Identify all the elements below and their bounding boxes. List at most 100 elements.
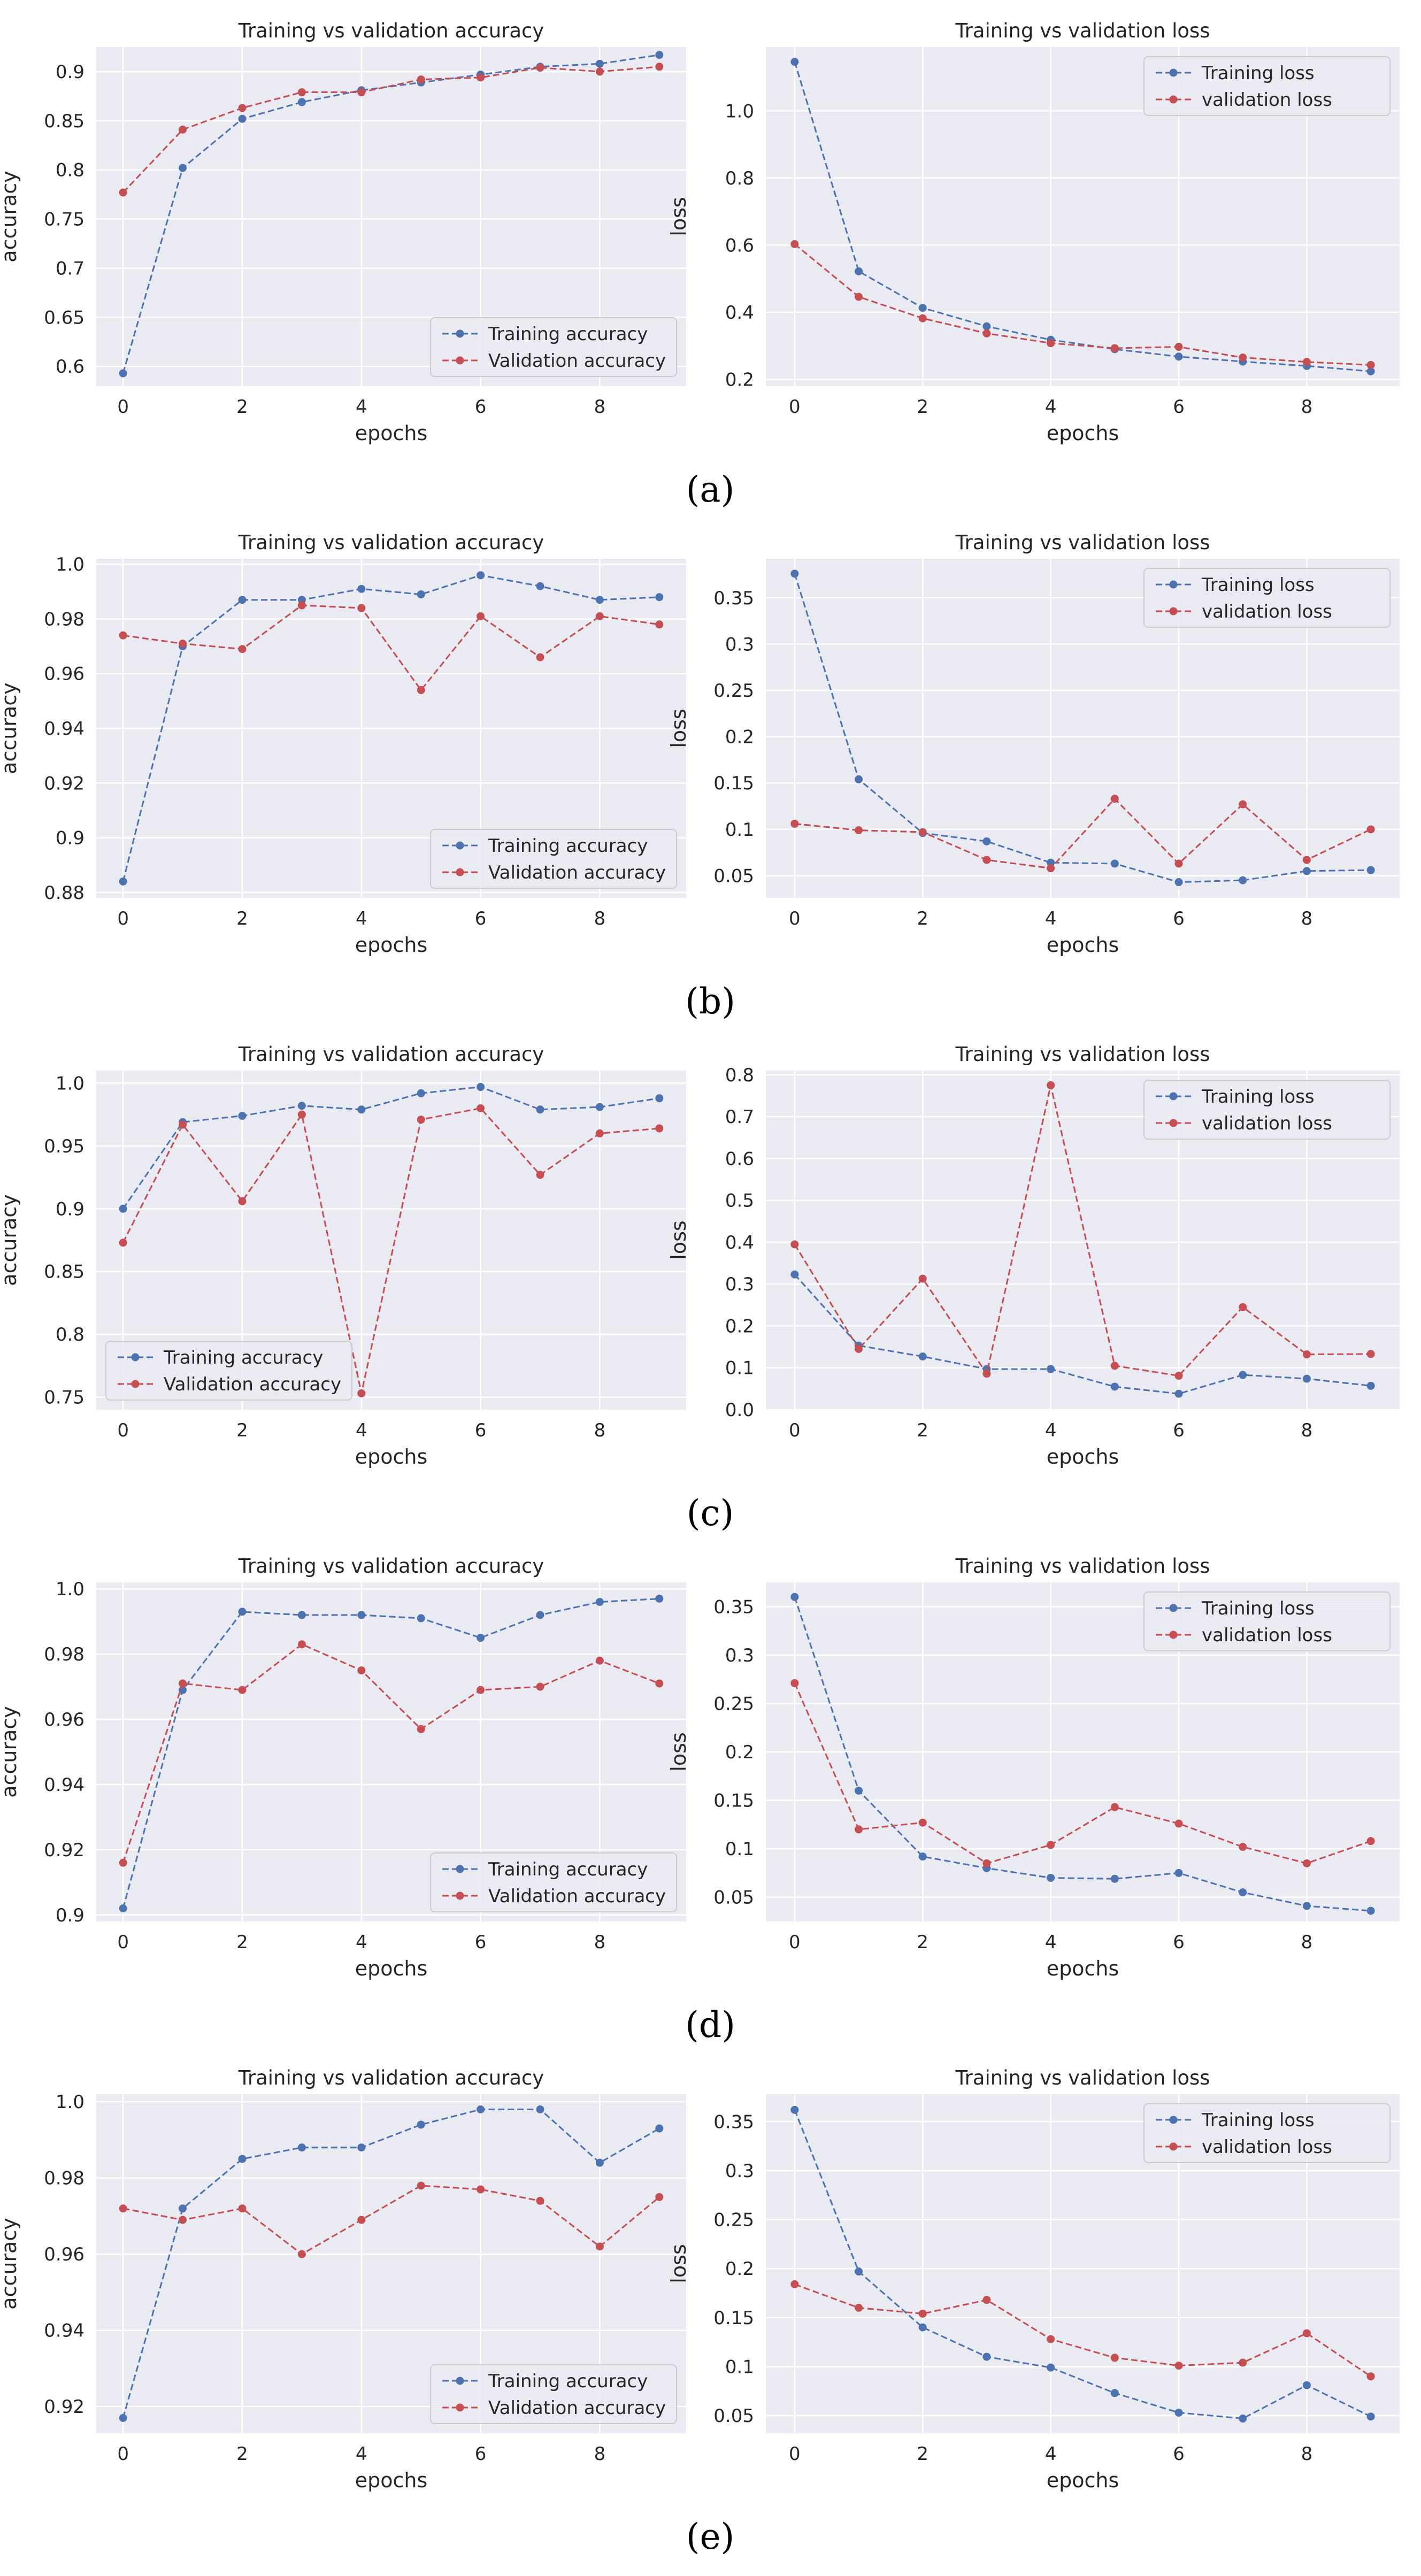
y-tick-label: 0.9 — [56, 61, 85, 83]
data-point-validation — [918, 1818, 927, 1827]
chart-title: Training vs validation accuracy — [238, 2066, 544, 2089]
y-tick-label: 0.2 — [725, 727, 754, 748]
x-tick-label: 0 — [789, 2443, 801, 2465]
legend: Training accuracy Validation accuracy — [430, 2364, 677, 2424]
panel-caption: (b) — [685, 981, 735, 1022]
data-point-training — [855, 2267, 863, 2276]
x-tick-label: 2 — [236, 908, 248, 929]
data-point-validation — [1366, 1837, 1375, 1846]
y-tick-label: 0.8 — [56, 160, 85, 181]
x-tick-label: 8 — [594, 1932, 606, 1953]
data-point-validation — [1174, 1372, 1183, 1380]
y-tick-label: 0.5 — [725, 1190, 754, 1212]
legend: Training accuracy Validation accuracy — [430, 829, 677, 889]
y-tick-label: 0.2 — [725, 1742, 754, 1763]
data-point-training — [1239, 1371, 1247, 1379]
data-point-validation — [179, 125, 187, 134]
data-point-validation — [179, 640, 187, 648]
y-tick-label: 1.0 — [56, 1579, 85, 1600]
chart-title: Training vs validation accuracy — [238, 1043, 544, 1066]
y-axis-label: loss — [667, 1732, 690, 1771]
data-point-validation — [536, 1171, 544, 1179]
data-point-training — [655, 593, 664, 602]
legend-label: validation loss — [1202, 1113, 1332, 1134]
y-tick-label: 0.3 — [725, 2160, 754, 2182]
data-point-validation — [1239, 2358, 1247, 2367]
data-point-validation — [790, 1679, 799, 1687]
data-point-validation — [918, 314, 927, 322]
x-tick-label: 2 — [917, 908, 928, 929]
x-tick-label: 2 — [917, 2443, 928, 2465]
data-point-validation — [595, 1129, 604, 1137]
y-tick-label: 0.1 — [725, 1839, 754, 1860]
x-tick-label: 0 — [117, 908, 129, 929]
data-point-validation — [477, 1104, 485, 1112]
y-tick-label: 0.75 — [44, 209, 85, 230]
data-point-validation — [1110, 1803, 1119, 1811]
data-point-validation — [536, 64, 544, 72]
legend-box — [430, 1852, 677, 1912]
data-point-training — [1302, 1374, 1311, 1383]
y-axis-label: accuracy — [0, 171, 21, 262]
data-point-training — [238, 596, 247, 604]
x-tick-label: 4 — [356, 1420, 367, 1441]
data-point-validation — [1302, 1350, 1311, 1359]
data-point-validation — [1302, 856, 1311, 864]
legend: Training loss validation loss — [1143, 1080, 1391, 1140]
data-point-training — [655, 1594, 664, 1603]
x-axis-label: epochs — [1047, 2469, 1119, 2492]
y-tick-label: 0.95 — [44, 1136, 85, 1157]
x-axis-label: epochs — [1047, 1957, 1119, 1980]
data-point-training — [238, 1112, 247, 1120]
x-tick-label: 2 — [236, 2443, 248, 2465]
y-tick-label: 0.25 — [713, 680, 754, 702]
chart-title: Training vs validation loss — [955, 2066, 1210, 2089]
data-point-validation — [119, 1858, 127, 1867]
data-point-validation — [1047, 339, 1055, 348]
data-point-training — [655, 1094, 664, 1103]
chart-d-accuracy: 0 2 4 6 8 0.9 0.92 0.94 0.96 0.98 1.0 Training vs v… — [0, 1555, 686, 1980]
data-point-training — [297, 2143, 306, 2152]
legend-marker — [1169, 1631, 1178, 1639]
y-tick-label: 0.65 — [44, 307, 85, 328]
legend-box — [430, 829, 677, 889]
data-point-validation — [1110, 2354, 1119, 2362]
x-tick-label: 2 — [236, 396, 248, 418]
legend-label: Training accuracy — [488, 324, 648, 345]
data-point-validation — [179, 1120, 187, 1129]
chart-e-loss: 0 2 4 6 8 0.05 0.1 0.15 0.2 0.25 0.3 0.35 Training v… — [667, 2066, 1400, 2492]
data-point-validation — [119, 188, 127, 197]
legend-marker — [456, 356, 464, 365]
data-point-validation — [918, 2309, 927, 2318]
data-point-training — [119, 877, 127, 886]
data-point-training — [477, 1634, 485, 1642]
data-point-validation — [417, 686, 425, 694]
data-point-validation — [297, 601, 306, 610]
data-point-training — [179, 2204, 187, 2213]
data-point-training — [238, 1608, 247, 1616]
data-point-validation — [655, 2193, 664, 2201]
y-tick-label: 0.6 — [56, 356, 85, 378]
legend-box — [105, 1341, 352, 1401]
y-tick-label: 0.05 — [713, 1887, 754, 1909]
y-tick-label: 0.1 — [725, 819, 754, 841]
x-axis-label: epochs — [355, 1957, 428, 1980]
x-tick-label: 2 — [917, 1420, 928, 1441]
data-point-training — [417, 1614, 425, 1623]
series-line-training — [794, 573, 1371, 883]
data-point-validation — [297, 1640, 306, 1649]
legend-marker — [456, 2403, 464, 2412]
x-tick-label: 4 — [356, 396, 367, 418]
x-tick-label: 0 — [117, 1932, 129, 1953]
y-tick-label: 0.0 — [725, 1400, 754, 1421]
y-tick-label: 0.96 — [44, 2244, 85, 2265]
data-point-validation — [595, 67, 604, 76]
x-tick-label: 6 — [475, 2443, 487, 2465]
x-tick-label: 6 — [1173, 1932, 1185, 1953]
data-point-training — [297, 1611, 306, 1619]
data-point-validation — [1047, 1081, 1055, 1089]
data-point-training — [1174, 352, 1183, 361]
legend-marker — [1169, 1092, 1178, 1101]
chart-a-accuracy: 0 2 4 6 8 0.6 0.65 0.7 0.75 0.8 0.85 0.9 Training vs… — [0, 19, 686, 445]
y-tick-label: 0.98 — [44, 1644, 85, 1665]
